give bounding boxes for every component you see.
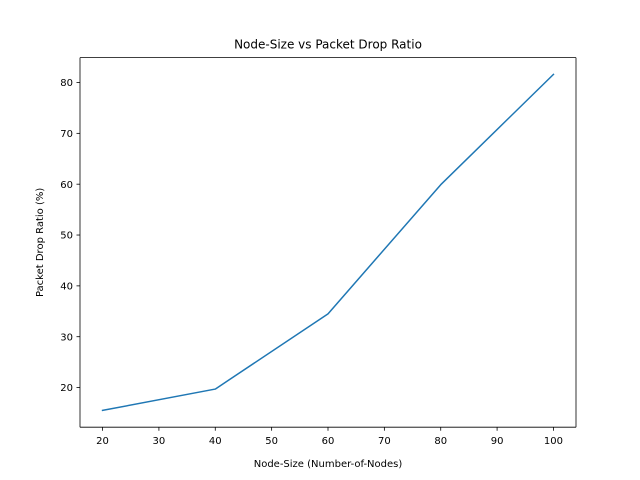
y-tick-label: 30 [60,332,73,343]
y-tick-label: 20 [60,383,73,394]
plot-area: 20 30 40 50 60 70 80 90 100 20 30 40 50 60 70 80 [60,57,577,447]
y-axis-label: Packet Drop Ratio (%) [35,188,46,297]
series-line-0 [101,73,555,412]
x-axis-label: Node-Size (Number-of-Nodes) [254,459,403,470]
y-tick-label: 80 [60,78,73,89]
x-tick-label: 70 [378,436,391,447]
x-tick-label: 40 [209,436,222,447]
x-tick-label: 80 [434,436,447,447]
y-tick-label: 50 [60,231,73,242]
x-tick-label: 20 [96,436,109,447]
y-tick-label: 40 [60,281,73,292]
x-tick-label: 90 [491,436,504,447]
y-tick-label: 60 [60,180,73,191]
y-tick-label: 70 [60,129,73,140]
x-tick-label: 50 [265,436,278,447]
chart-title: Node-Size vs Packet Drop Ratio [234,38,422,52]
x-tick-label: 60 [322,436,335,447]
x-tick-label: 30 [153,436,166,447]
x-tick-label: 100 [544,436,563,447]
